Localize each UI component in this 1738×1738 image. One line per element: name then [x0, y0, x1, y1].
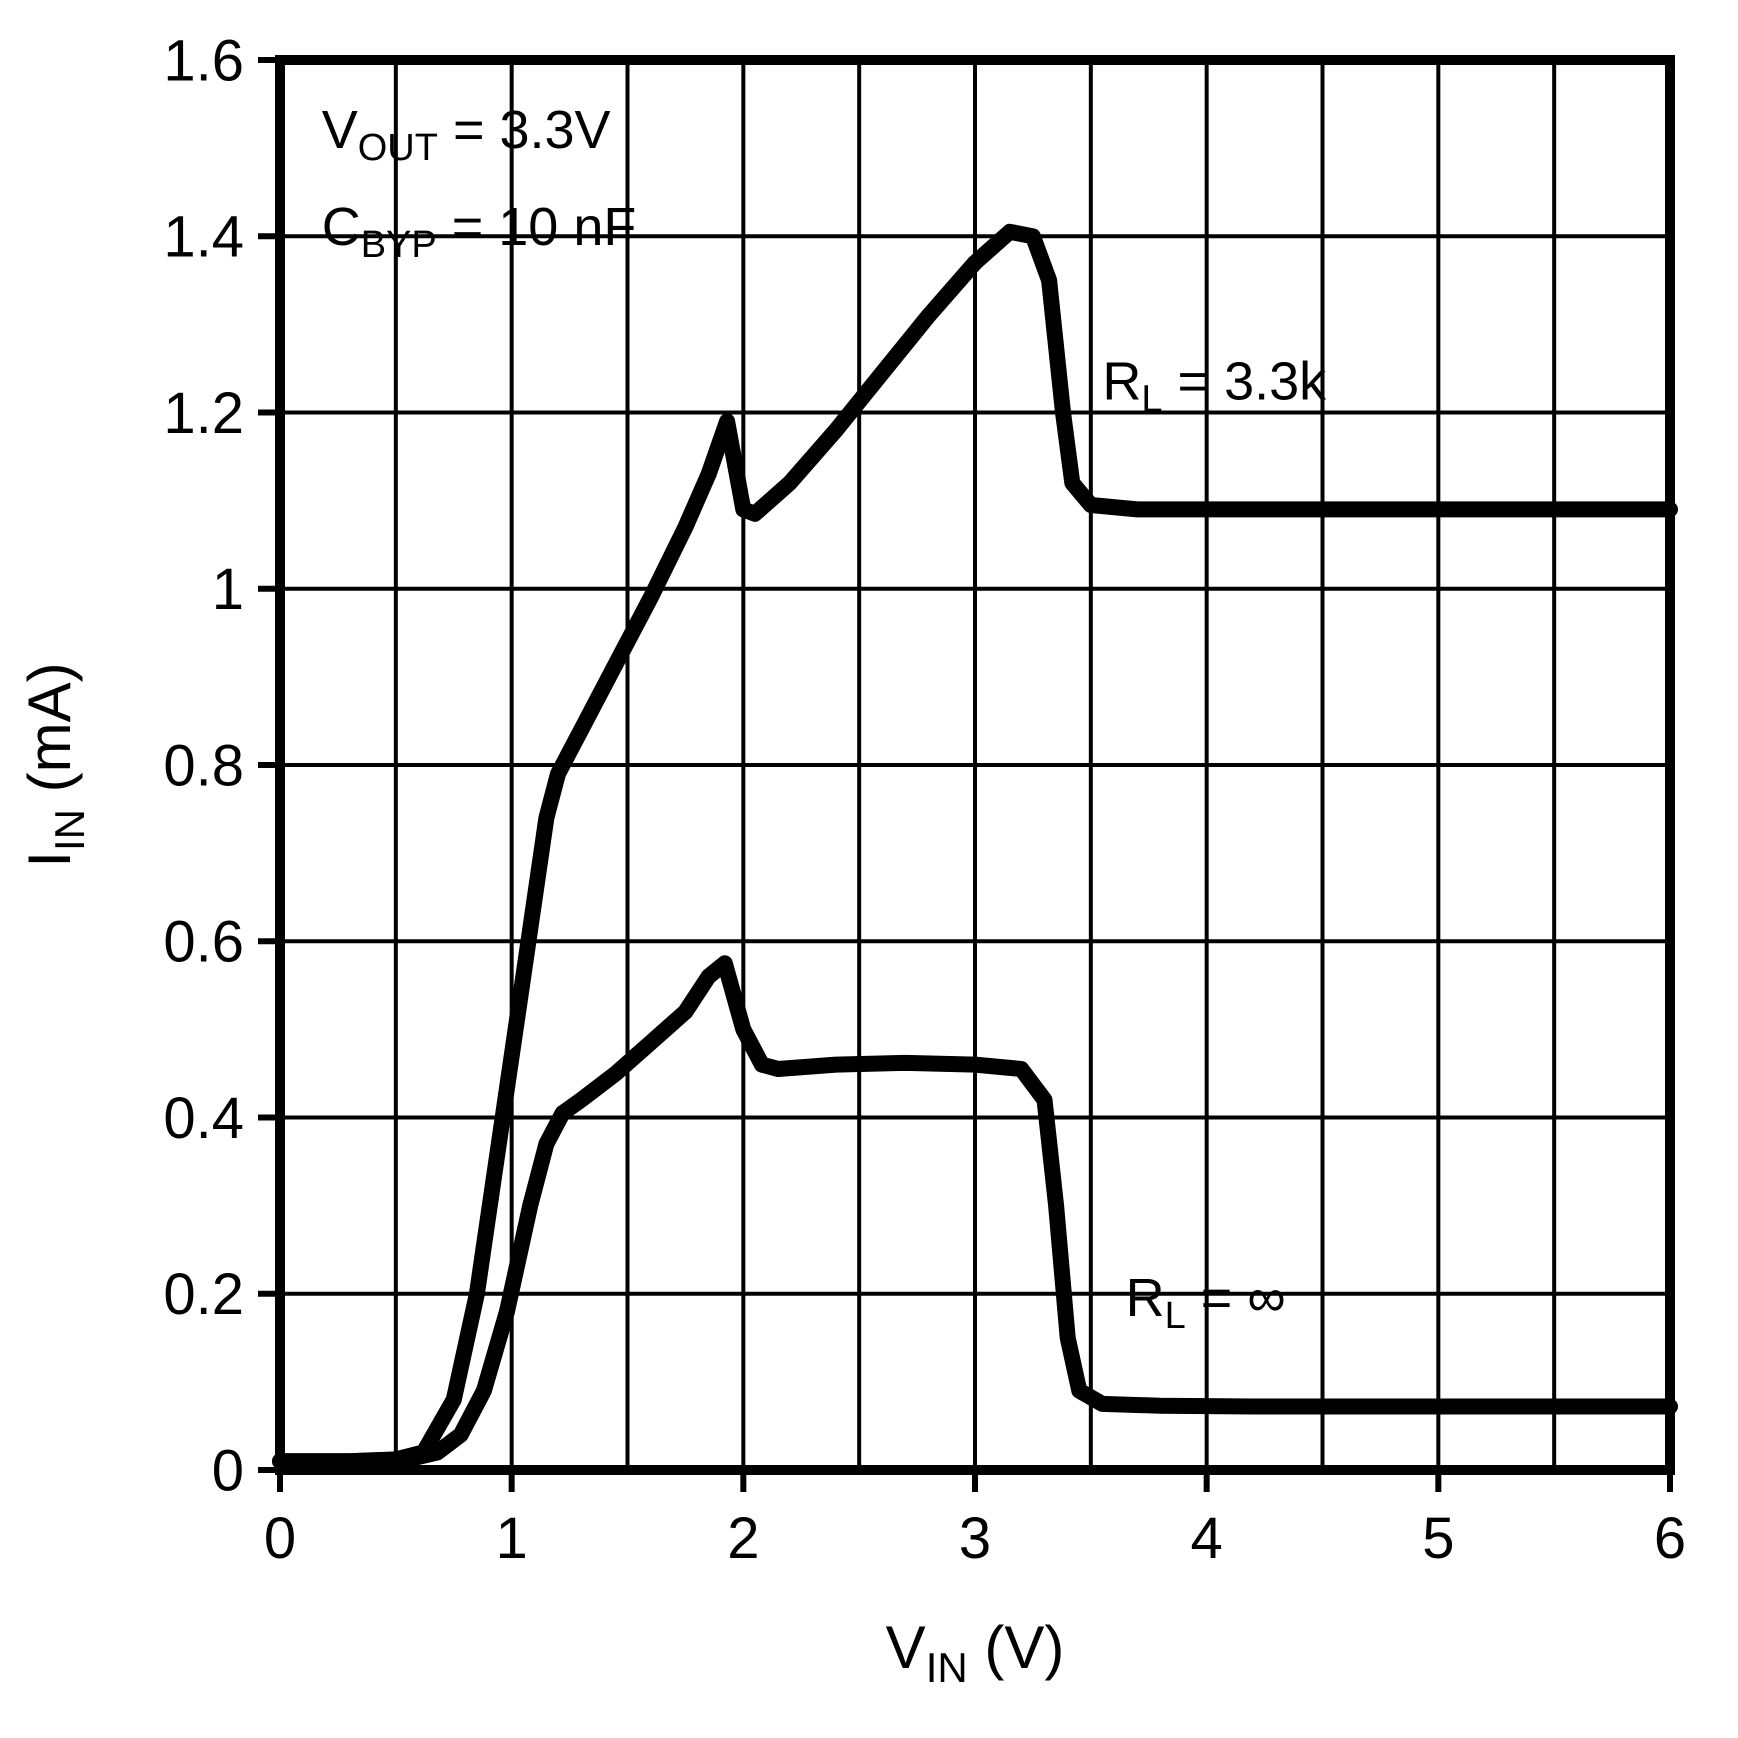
- chart-container: { "chart": { "type": "line", "background…: [0, 0, 1738, 1738]
- y-axis-label: IIN (mA): [16, 662, 93, 867]
- y-tick-label: 1.4: [163, 205, 244, 270]
- x-tick-label: 4: [1191, 1506, 1223, 1571]
- x-axis-label: VIN (V): [886, 1614, 1065, 1691]
- y-axis-title: IIN (mA): [16, 662, 93, 867]
- x-tick-label: 0: [264, 1506, 296, 1571]
- x-axis-title: VIN (V): [886, 1614, 1065, 1691]
- y-tick-label: 0.2: [163, 1262, 244, 1327]
- chart-annotations: VOUT = 3.3V CBYP = 10 nF RL = 3.3k RL = ∞: [322, 100, 1327, 1337]
- x-tick-label: 3: [959, 1506, 991, 1571]
- x-tick-label: 6: [1654, 1506, 1686, 1571]
- annotation-cbyp: CBYP = 10 nF: [322, 197, 637, 266]
- annotation-rl-inf: RL = ∞: [1126, 1268, 1286, 1337]
- y-tick-label: 0.4: [163, 1086, 244, 1151]
- y-tick-label: 1.6: [163, 28, 244, 93]
- x-tick-labels: 0 1 2 3 4 5 6: [264, 1506, 1686, 1571]
- y-tick-label: 0.8: [163, 733, 244, 798]
- x-tick-label: 1: [496, 1506, 528, 1571]
- y-tick-labels: 0 0.2 0.4 0.6 0.8 1 1.2 1.4 1.6: [163, 28, 244, 1503]
- y-tick-label: 0: [212, 1438, 244, 1503]
- annotation-vout: VOUT = 3.3V: [322, 100, 611, 169]
- y-tick-label: 0.6: [163, 910, 244, 975]
- y-tick-label: 1.2: [163, 381, 244, 446]
- annotation-rl-3p3k: RL = 3.3k: [1102, 351, 1327, 420]
- line-chart: 0123456 00.20.40.60.811.21.41.6 VIN (V) …: [0, 0, 1738, 1738]
- x-tick-label: 5: [1422, 1506, 1454, 1571]
- x-tick-label: 2: [727, 1506, 759, 1571]
- y-tick-label: 1: [212, 557, 244, 622]
